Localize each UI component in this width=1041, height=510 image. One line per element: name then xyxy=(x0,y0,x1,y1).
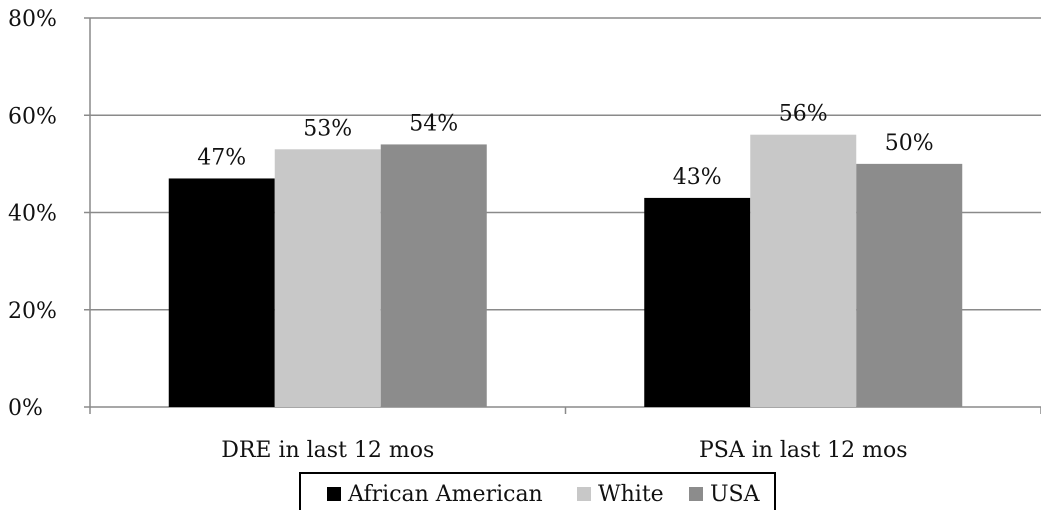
data-label: 56% xyxy=(779,102,828,127)
y-tick-label: 0% xyxy=(8,396,43,421)
x-axis: DRE in last 12 mos PSA in last 12 mos xyxy=(89,406,1041,463)
data-label: 43% xyxy=(673,165,722,190)
x-category-label: PSA in last 12 mos xyxy=(699,438,908,463)
x-category-label: DRE in last 12 mos xyxy=(221,438,434,463)
legend-swatch xyxy=(577,487,591,501)
bar-african-american-2 xyxy=(644,197,751,407)
legend-label: USA xyxy=(710,482,761,507)
legend-swatch xyxy=(689,487,703,501)
data-labels: 47% 53% 54% 43% 56% 50% xyxy=(197,102,933,190)
bar-white-2 xyxy=(750,134,857,407)
bar-white-1 xyxy=(274,149,381,407)
legend-swatch xyxy=(327,487,341,501)
y-tick-label: 40% xyxy=(8,202,57,227)
legend: African American White USA xyxy=(299,472,776,510)
y-axis: 0% 20% 40% 60% 80% xyxy=(8,7,91,421)
bar-african-american-1 xyxy=(168,178,275,407)
legend-label: African American xyxy=(347,482,543,507)
y-tick-label: 80% xyxy=(8,7,57,32)
data-label: 50% xyxy=(885,131,934,156)
legend-label: White xyxy=(598,482,664,507)
bars xyxy=(168,134,963,408)
y-tick-label: 60% xyxy=(8,104,57,129)
data-label: 54% xyxy=(409,111,458,136)
bar-usa-2 xyxy=(856,163,963,407)
y-tick-label: 20% xyxy=(8,299,57,324)
bar-usa-1 xyxy=(380,144,487,408)
data-label: 47% xyxy=(197,145,246,170)
data-label: 53% xyxy=(303,116,352,141)
